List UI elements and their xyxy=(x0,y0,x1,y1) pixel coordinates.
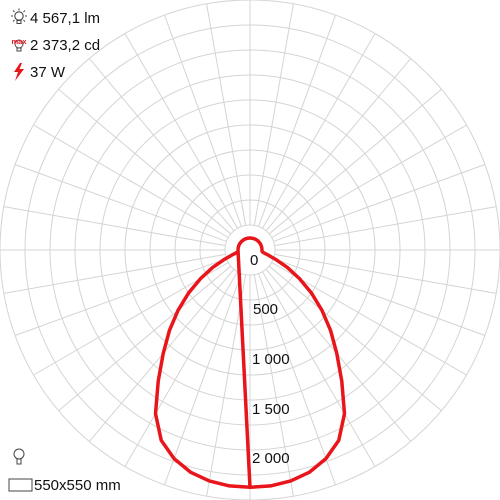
max-intensity-icon: max xyxy=(8,35,30,55)
grid-ray xyxy=(262,33,376,229)
grid-ray xyxy=(14,258,227,336)
grid-ray xyxy=(273,258,486,336)
lamp-icon xyxy=(8,447,30,467)
grid-ray xyxy=(268,265,442,412)
grid-ray xyxy=(253,274,294,497)
grid-ray xyxy=(58,265,232,412)
grid-ray xyxy=(164,14,242,227)
grid-ray xyxy=(124,33,238,229)
grid-ray xyxy=(271,262,467,376)
grid-ray xyxy=(14,164,227,242)
grid-ray xyxy=(58,88,232,235)
grid-ray xyxy=(124,271,238,467)
grid-ray xyxy=(3,253,226,294)
power-row: 37 W xyxy=(8,62,65,82)
ring-label-500: 500 xyxy=(253,301,278,318)
intensity-curve xyxy=(153,236,347,490)
grid-ray xyxy=(33,262,229,376)
luminous-flux-row: 4 567,1 lm xyxy=(8,8,100,28)
ring-label-2000: 2 000 xyxy=(252,450,290,467)
ring-label-0: 0 xyxy=(250,252,258,269)
lightning-icon xyxy=(8,62,30,82)
grid-ray xyxy=(274,206,497,247)
ring-label-1500: 1 500 xyxy=(252,401,290,418)
grid-ray xyxy=(262,271,376,467)
grid-ray xyxy=(206,274,247,497)
grid-ray xyxy=(258,273,336,486)
grid-ray xyxy=(268,88,442,235)
grid-ray xyxy=(33,124,229,238)
grid-ray xyxy=(258,14,336,227)
grid-ray xyxy=(88,58,235,232)
bulb-icon xyxy=(8,8,30,28)
ring-label-1000: 1 000 xyxy=(252,351,290,368)
grid-ray xyxy=(3,206,226,247)
grid-ray xyxy=(271,124,467,238)
power-value: 37 W xyxy=(30,63,66,81)
peak-intensity-row: max 2 373,2 cd xyxy=(8,35,100,55)
dimensions-row: 550x550 mm xyxy=(8,475,121,495)
grid-ray xyxy=(265,58,412,232)
grid-ray xyxy=(206,3,247,226)
luminaire-type-row xyxy=(8,447,30,467)
grid-ray xyxy=(274,253,497,294)
peak-intensity-value: 2 373,2 cd xyxy=(30,36,101,54)
grid-ray xyxy=(253,3,294,226)
luminous-flux-value: 4 567,1 lm xyxy=(30,9,101,27)
max-label: max xyxy=(11,37,27,46)
dimensions-value: 550x550 mm xyxy=(34,476,121,494)
grid-ray xyxy=(164,273,242,486)
rectangle-icon xyxy=(8,475,34,495)
grid-ray xyxy=(273,164,486,242)
ring-labels: 0 500 1 000 1 500 2 000 xyxy=(250,252,290,467)
